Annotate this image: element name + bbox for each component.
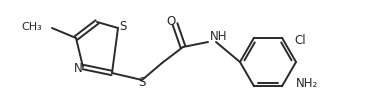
Text: O: O: [166, 15, 176, 27]
Text: Cl: Cl: [294, 34, 306, 47]
Text: NH: NH: [210, 30, 228, 42]
Text: CH₃: CH₃: [21, 22, 42, 32]
Text: N: N: [74, 62, 82, 76]
Text: NH₂: NH₂: [296, 77, 318, 90]
Text: S: S: [138, 77, 146, 89]
Text: S: S: [119, 19, 127, 33]
